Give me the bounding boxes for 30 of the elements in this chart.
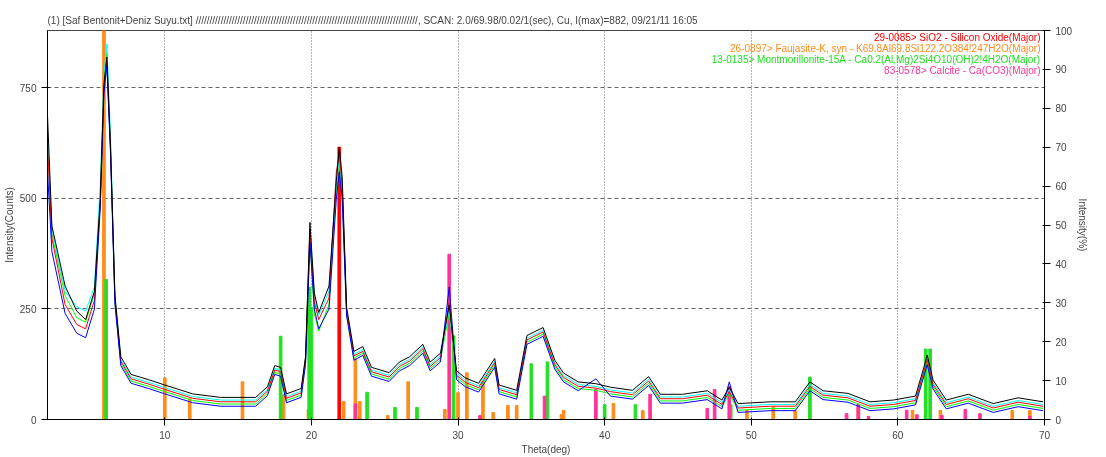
- y-tick-label: 250: [19, 303, 37, 315]
- x-axis-title: Theta(deg): [521, 443, 571, 455]
- y-axis-title: Intensity(Counts): [3, 187, 15, 263]
- y-tick-label: 500: [19, 193, 37, 205]
- y2-axis-title: Intensity(%): [1077, 198, 1089, 252]
- y2-tick-label: 60: [1055, 181, 1068, 193]
- text: 13-0135> Montmorillonite-15A - Ca0.2(Al,Mg)2Si4O10(OH)2!4H2O(Major): [711, 54, 1040, 66]
- x-tick-label: 70: [1038, 429, 1051, 441]
- x-tick-label: 40: [599, 429, 611, 441]
- x-tick-label: 50: [745, 429, 758, 441]
- y2-tick-label: 20: [1055, 336, 1068, 348]
- y2-tick-label: 70: [1055, 142, 1068, 154]
- chart-title: (1) [Saf Bentonit+Deniz Suyu.txt] ////////////////////////////////////////////////////////////////////////////////, SCAN: 2.0/69.98/0.02/1(sec), Cu, I(max)=882, 09/21/11 16:05: [47, 14, 699, 26]
- y2-tick-label: 30: [1055, 297, 1068, 309]
- y-tick-label: 750: [19, 82, 37, 94]
- x-tick-label: 30: [452, 429, 465, 441]
- x-tick-label: 20: [305, 429, 318, 441]
- y2-tick-label: 10: [1055, 375, 1068, 387]
- y2-tick-label: 40: [1055, 258, 1068, 270]
- y2-tick-label: 90: [1055, 64, 1068, 76]
- y-tick-label: 0: [30, 414, 37, 426]
- text: 29-0085> SiO2 - Silicon Oxide(Major): [874, 32, 1041, 44]
- y2-tick-label: 0: [1055, 414, 1062, 426]
- x-tick-label: 60: [892, 429, 904, 441]
- y2-tick-label: 80: [1055, 103, 1068, 115]
- y2-tick-label: 50: [1055, 220, 1068, 231]
- text: 83-0578> Calcite - Ca(CO3)(Major): [884, 65, 1041, 77]
- y2-tick-label: 100: [1055, 25, 1073, 37]
- text: 26-0897> Faujasite-K, syn - K69.8Al69.8Si122.2O384!247H2O(Major): [730, 43, 1041, 55]
- x-tick-label: 10: [159, 429, 171, 441]
